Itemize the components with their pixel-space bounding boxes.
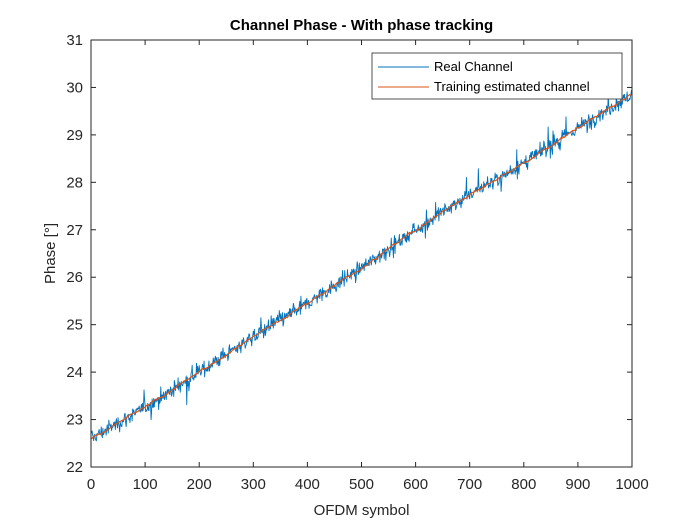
chart-title: Channel Phase - With phase tracking	[230, 17, 493, 34]
x-tick-label: 600	[403, 476, 428, 493]
series-layer	[91, 89, 632, 442]
y-tick-label: 26	[66, 269, 83, 286]
series-line-training-estimated-channel	[91, 93, 632, 440]
legend-label-real-channel: Real Channel	[434, 59, 513, 74]
y-tick-label: 30	[66, 79, 83, 96]
y-tick-label: 23	[66, 412, 83, 429]
x-tick-label: 500	[349, 476, 374, 493]
y-tick-label: 28	[66, 174, 83, 191]
x-tick-label: 400	[295, 476, 320, 493]
x-tick-label: 900	[565, 476, 590, 493]
x-axis: 0 100 200 300 400 500 600 700 800 900 1000	[87, 40, 649, 493]
y-tick-label: 24	[66, 364, 83, 381]
legend[interactable]: Real Channel Training estimated channel	[371, 52, 623, 100]
y-tick-label: 25	[66, 317, 83, 334]
x-tick-label: 1000	[615, 476, 648, 493]
y-axis: 22 23 24 25 26 27 28 29 30 31	[66, 32, 632, 476]
y-tick-label: 22	[66, 459, 83, 476]
y-axis-label: Phase [°]	[42, 223, 59, 284]
x-axis-label: OFDM symbol	[314, 502, 410, 519]
legend-label-training-estimated-channel: Training estimated channel	[434, 79, 590, 94]
y-tick-label: 31	[66, 32, 83, 49]
x-tick-label: 300	[241, 476, 266, 493]
x-tick-label: 100	[133, 476, 158, 493]
y-tick-label: 29	[66, 127, 83, 144]
x-tick-label: 0	[87, 476, 95, 493]
plot-area	[91, 40, 632, 467]
legend-box	[371, 52, 623, 100]
x-tick-label: 200	[187, 476, 212, 493]
x-tick-label: 700	[457, 476, 482, 493]
y-tick-label: 27	[66, 222, 83, 239]
x-tick-label: 800	[511, 476, 536, 493]
